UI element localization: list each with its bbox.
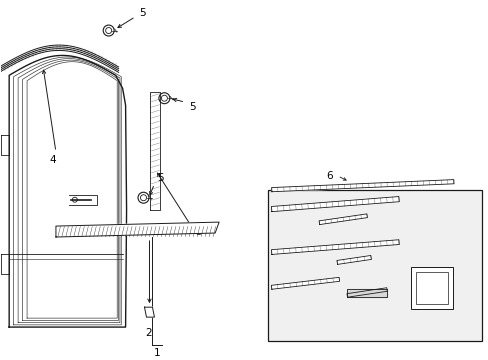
Text: 5: 5 bbox=[188, 102, 195, 112]
Polygon shape bbox=[271, 180, 453, 192]
Polygon shape bbox=[271, 277, 339, 289]
Text: 5: 5 bbox=[139, 8, 145, 18]
Text: 6: 6 bbox=[325, 171, 332, 181]
Bar bbox=[410, 267, 452, 309]
Polygon shape bbox=[346, 288, 386, 297]
Bar bbox=[267, 190, 481, 341]
Polygon shape bbox=[347, 289, 386, 297]
Text: 4: 4 bbox=[49, 155, 56, 165]
Bar bbox=[415, 273, 447, 304]
Text: 1: 1 bbox=[154, 348, 161, 358]
Polygon shape bbox=[56, 222, 219, 237]
Polygon shape bbox=[144, 307, 154, 317]
Polygon shape bbox=[271, 240, 398, 255]
Text: 5: 5 bbox=[157, 173, 163, 183]
Polygon shape bbox=[336, 256, 370, 264]
Polygon shape bbox=[271, 197, 398, 212]
Polygon shape bbox=[319, 214, 366, 225]
Text: 2: 2 bbox=[145, 328, 151, 338]
Text: 3: 3 bbox=[195, 226, 201, 237]
